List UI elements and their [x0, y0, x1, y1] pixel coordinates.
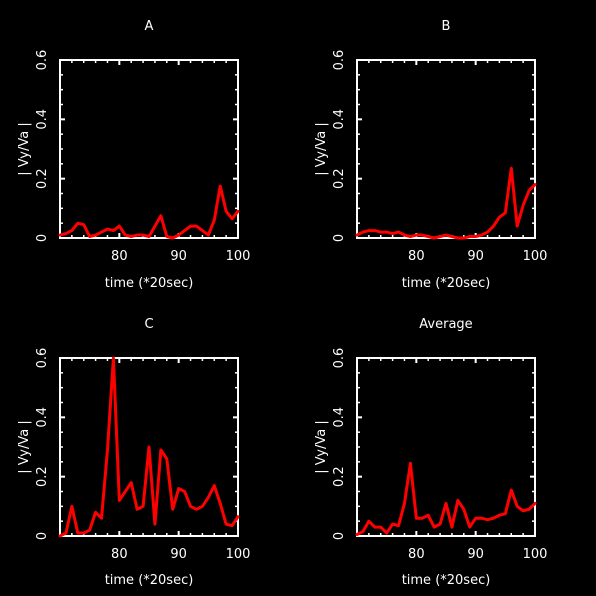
- panel-b-series: [355, 166, 537, 240]
- panel-b-xlabel: time (*20sec): [402, 276, 491, 291]
- panel-a-y-ticks: 0 0.2 0.4 0.6: [35, 50, 238, 242]
- panel-c-series-line: [58, 356, 240, 538]
- panel-c-xlabel: time (*20sec): [105, 573, 194, 588]
- panel-b-x-tick-label: 90: [467, 249, 484, 264]
- panel-b-ylabel: | Vy/Va |: [314, 122, 329, 176]
- panel-a-y-tick-label: 0.6: [35, 50, 50, 71]
- panel-b-x-ticks: 80 90 100: [368, 60, 548, 264]
- panel-average-x-tick-label: 90: [467, 547, 484, 562]
- panel-a: A 80 90 100 0 0.2 0.4 0.6 time (*20sec) | Vy/…: [17, 19, 250, 291]
- panel-c-y-tick-label: 0.2: [35, 466, 50, 487]
- panel-average-y-tick-label: 0.2: [332, 466, 347, 487]
- panel-a-x-tick-label: 80: [111, 249, 128, 264]
- panel-c-y-ticks: 0 0.2 0.4 0.6: [35, 348, 238, 540]
- panel-c-x-tick-label: 100: [226, 547, 251, 562]
- panel-c-x-tick-label: 90: [170, 547, 187, 562]
- panel-a-xlabel: time (*20sec): [105, 276, 194, 291]
- panel-average-x-tick-label: 100: [523, 547, 548, 562]
- panel-average-xlabel: time (*20sec): [402, 573, 491, 588]
- panel-c-title: C: [144, 317, 153, 332]
- panel-a-x-ticks: 80 90 100: [71, 60, 251, 264]
- panel-c-x-tick-label: 80: [111, 547, 128, 562]
- panel-a-x-tick-label: 90: [170, 249, 187, 264]
- panel-average-ylabel: | Vy/Va |: [314, 420, 329, 474]
- panel-a-x-tick-label: 100: [226, 249, 251, 264]
- panel-b-series-line: [355, 166, 537, 240]
- panel-a-series: [58, 184, 240, 240]
- panel-average-x-ticks: 80 90 100: [368, 358, 548, 562]
- panel-c-y-tick-label: 0.6: [35, 348, 50, 369]
- panel-b-y-ticks: 0 0.2 0.4 0.6: [332, 50, 535, 242]
- panel-b-y-tick-label: 0: [332, 234, 347, 242]
- panel-average-y-tick-label: 0.4: [332, 407, 347, 428]
- panel-b-title: B: [442, 19, 451, 34]
- panel-a-ylabel: | Vy/Va |: [17, 122, 32, 176]
- panel-b: B 80 90 100 0 0.2 0.4 0.6 time (*20sec) | Vy/…: [314, 19, 547, 291]
- panel-average-series: [355, 461, 537, 537]
- panel-a-y-tick-label: 0.2: [35, 168, 50, 189]
- panel-c-ylabel: | Vy/Va |: [17, 420, 32, 474]
- panel-a-title: A: [145, 19, 154, 34]
- panel-average-y-tick-label: 0: [332, 532, 347, 540]
- panel-c-y-tick-label: 0: [35, 532, 50, 540]
- panel-b-y-tick-label: 0.6: [332, 50, 347, 71]
- panel-c-y-tick-label: 0.4: [35, 407, 50, 428]
- panel-c: C 80 90 100 0 0.2 0.4 0.6 time (*20sec) | Vy/…: [17, 317, 250, 588]
- panel-b-y-tick-label: 0.2: [332, 168, 347, 189]
- panel-average-title: Average: [419, 317, 472, 332]
- panel-b-y-tick-label: 0.4: [332, 109, 347, 130]
- panel-a-y-tick-label: 0: [35, 234, 50, 242]
- panel-b-x-tick-label: 80: [408, 249, 425, 264]
- panel-a-y-tick-label: 0.4: [35, 109, 50, 130]
- panel-c-series: [58, 356, 240, 538]
- panel-average-series-line: [355, 461, 537, 537]
- panel-average-y-ticks: 0 0.2 0.4 0.6: [332, 348, 535, 540]
- panel-average: Average 80 90 100 0 0.2 0.4 0.6 time (*20sec)…: [314, 317, 547, 588]
- panel-average-x-tick-label: 80: [408, 547, 425, 562]
- panel-a-series-line: [58, 184, 240, 240]
- panel-b-x-tick-label: 100: [523, 249, 548, 264]
- panel-average-y-tick-label: 0.6: [332, 348, 347, 369]
- panel-c-x-ticks: 80 90 100: [71, 358, 251, 562]
